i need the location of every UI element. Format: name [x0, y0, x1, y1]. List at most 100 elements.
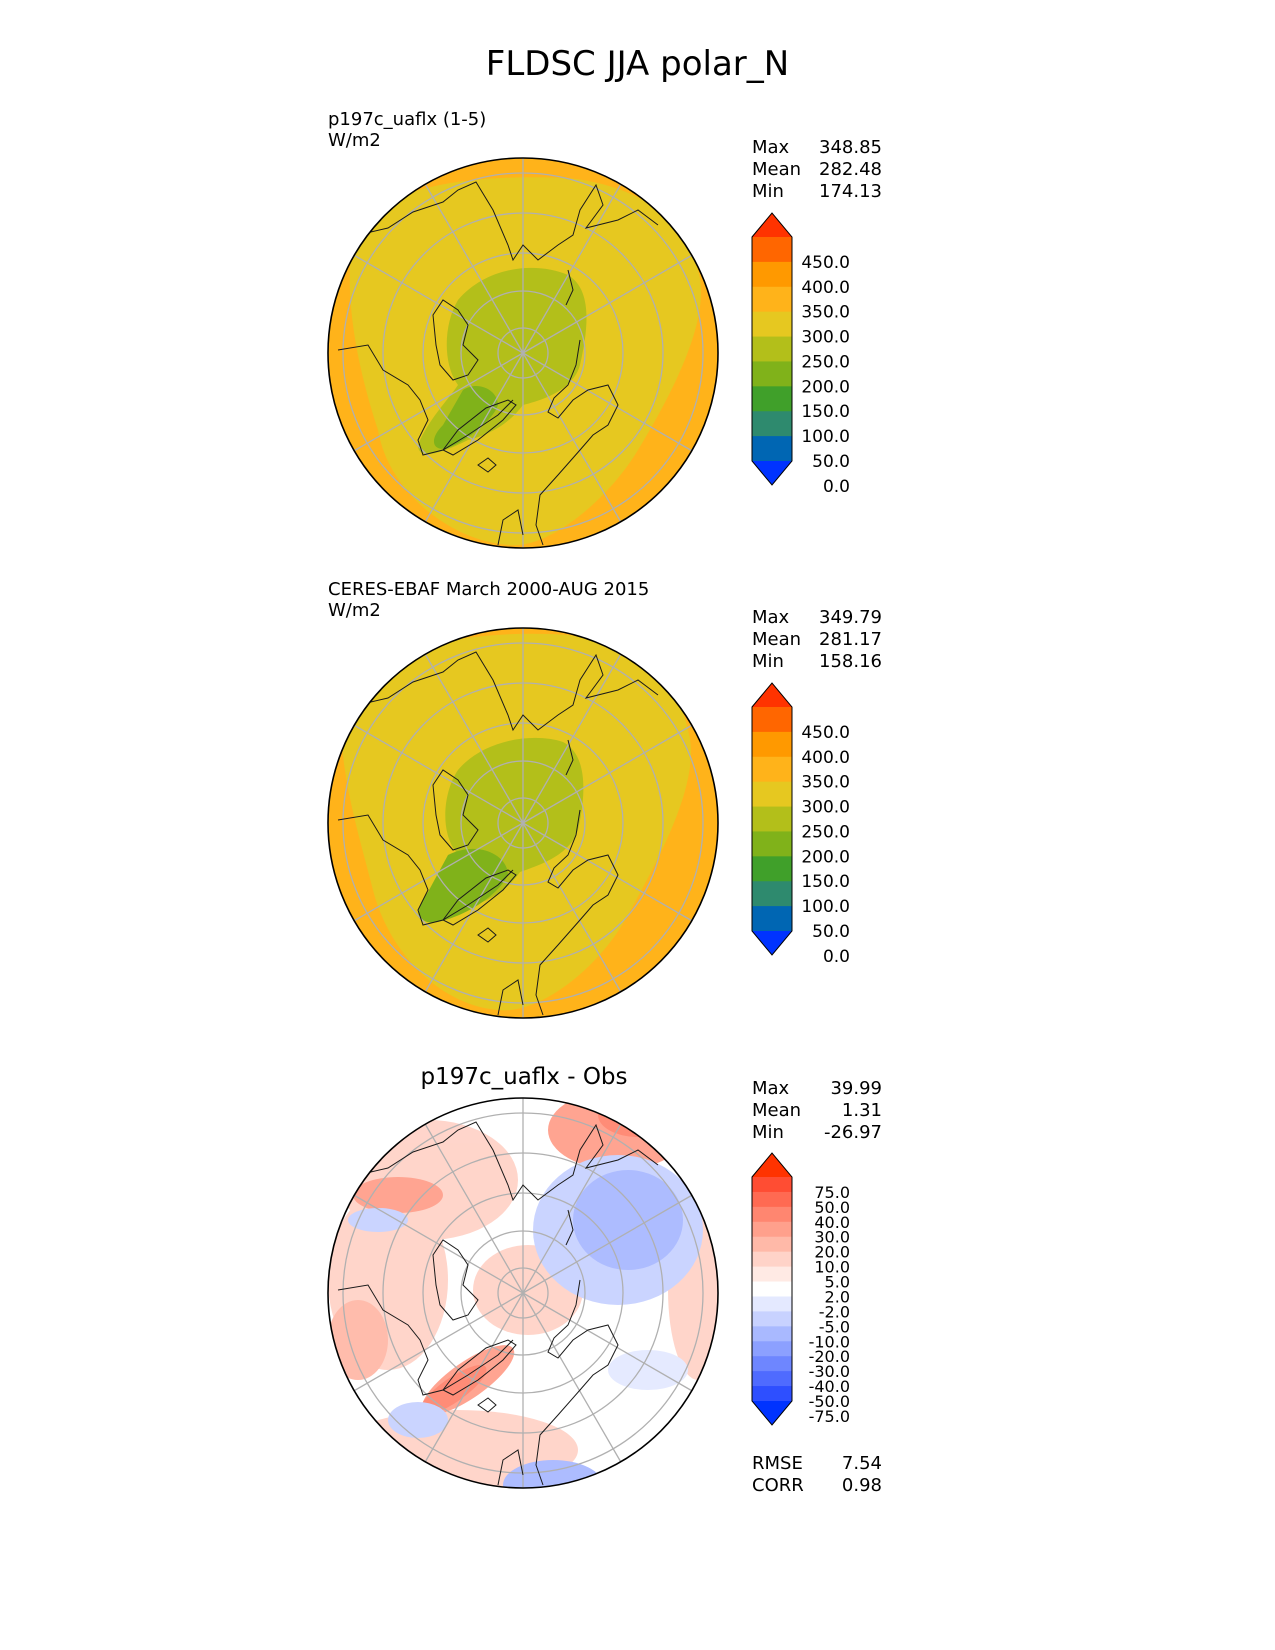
colorbar-tick-label: 10.0: [814, 1258, 850, 1277]
colorbar-tick-label: 200.0: [801, 847, 850, 867]
panel-2-stats: Max 349.79 Mean 281.17 Min 158.16: [752, 607, 882, 673]
colorbar-extend-max: [752, 213, 792, 237]
panel-3-title: p197c_uaflx - Obs: [420, 1064, 628, 1090]
colorbar-segment: [752, 286, 792, 313]
colorbar-tick-label: -20.0: [809, 1347, 850, 1366]
colorbar-segment: [752, 856, 792, 882]
colorbar-segment: [752, 831, 792, 857]
colorbar-tick-label: -10.0: [809, 1332, 850, 1351]
colorbar-tick-label: 400.0: [801, 748, 850, 768]
stat-label: CORR: [752, 1475, 804, 1496]
colorbar-tick-label: 150.0: [801, 872, 850, 892]
colorbar-outline: [751, 212, 793, 486]
field-greenland: [433, 385, 498, 449]
panel-2-colorbar: 450.0 400.0 350.0 300.0 250.0 200.0 150.0 100.0…: [751, 682, 850, 965]
colorbar-extend-min: [752, 931, 792, 955]
colorbar-extend-max: [752, 683, 792, 707]
stat-label: Min: [752, 651, 784, 672]
colorbar-tick-label: 2.0: [825, 1287, 850, 1306]
figure-title: FLDSC JJA polar_N: [485, 44, 790, 84]
colorbar-tick-label: -75.0: [809, 1407, 850, 1426]
colorbar-outline: [751, 1152, 793, 1426]
colorbar-tick-label: 350.0: [801, 773, 850, 793]
colorbar-segment: [752, 1177, 792, 1193]
colorbar-tick-label: 40.0: [814, 1213, 850, 1232]
colorbar-tick-label: 20.0: [814, 1243, 850, 1262]
colorbar-tick-label: 300.0: [801, 328, 850, 348]
stat-label: Min: [752, 181, 784, 202]
stat-max-value: 348.85: [819, 137, 882, 158]
colorbar-segment: [752, 1266, 792, 1283]
colorbar-tick-label: 450.0: [801, 723, 850, 743]
colorbar-segment: [752, 1296, 792, 1312]
colorbar-tick-label: 100.0: [801, 897, 850, 917]
panel-1-title: p197c_uaflx (1-5): [328, 109, 487, 130]
map-boundary: [327, 627, 719, 1019]
panel-3-stats: Max 39.99 Mean 1.31 Min -26.97: [752, 1078, 882, 1144]
panel-3-polar-map: [327, 1097, 719, 1489]
colorbar-segment: [752, 1236, 792, 1253]
colorbar-tick-label: 200.0: [801, 377, 850, 397]
colorbar-segment: [752, 1341, 792, 1357]
panel-3-colorbar: 75.050.040.030.020.010.05.02.0-2.0-5.0-1…: [751, 1152, 850, 1426]
colorbar-tick-label: 50.0: [812, 922, 850, 942]
stat-label: Max: [752, 1078, 790, 1099]
stat-min-value: 158.16: [819, 651, 882, 672]
colorbar-extend-min: [752, 461, 792, 485]
colorbar-segment: [752, 881, 792, 907]
colorbar-segment: [752, 1221, 792, 1238]
colorbar-segment: [752, 906, 792, 932]
colorbar-tick-label: 50.0: [814, 1198, 850, 1217]
colorbar-segment: [752, 1251, 792, 1268]
colorbar-segment: [752, 436, 792, 462]
colorbar-tick-label: 400.0: [801, 278, 850, 298]
colorbar-tick-label: -2.0: [819, 1302, 850, 1321]
coastlines: [337, 651, 659, 1016]
stat-max-value: 39.99: [830, 1078, 882, 1099]
stat-label: Mean: [752, 1100, 802, 1121]
colorbar-tick-label: 75.0: [814, 1183, 850, 1202]
stat-mean-value: 282.48: [819, 159, 882, 180]
colorbar-segment: [752, 336, 792, 362]
colorbar-tick-label: 150.0: [801, 402, 850, 422]
map-boundary: [327, 1097, 719, 1489]
stat-label: Min: [752, 1122, 784, 1143]
colorbar-segment: [752, 1206, 792, 1223]
colorbar-segment: [752, 806, 792, 832]
colorbar-tick-label: 450.0: [801, 253, 850, 273]
colorbar-segment: [752, 1356, 792, 1372]
stat-corr-value: 0.98: [841, 1475, 882, 1496]
colorbar-segment: [752, 1386, 792, 1402]
colorbar-segment: [752, 311, 792, 338]
colorbar-tick-label: 0.0: [823, 947, 850, 965]
colorbar-tick-label: 100.0: [801, 427, 850, 447]
map-boundary: [327, 157, 719, 549]
colorbar-tick-label: -30.0: [809, 1362, 850, 1381]
panel-2-units: W/m2: [328, 600, 381, 621]
stat-label: RMSE: [752, 1453, 803, 1474]
colorbar-segment: [752, 411, 792, 437]
colorbar-segment: [752, 707, 792, 733]
colorbar-segment: [752, 261, 792, 288]
colorbar-segment: [752, 1371, 792, 1387]
stat-label: Max: [752, 137, 790, 158]
stat-label: Mean: [752, 629, 802, 650]
colorbar-segment: [752, 1311, 792, 1327]
stat-max-value: 349.79: [819, 607, 882, 628]
stat-label: Mean: [752, 159, 802, 180]
panel-3-error-stats: RMSE 7.54 CORR 0.98: [752, 1453, 882, 1497]
colorbar-outline: [751, 682, 793, 956]
colorbar-segment: [752, 756, 792, 783]
colorbar-segment: [752, 237, 792, 263]
colorbar-segment: [752, 386, 792, 412]
colorbar-segment: [752, 1326, 792, 1342]
colorbar-tick-label: -5.0: [819, 1317, 850, 1336]
panel-1-colorbar: 450.0 400.0 350.0 300.0 250.0 200.0 150.0 100.0…: [751, 212, 850, 495]
colorbar-extend-min: [752, 1401, 792, 1425]
stat-min-value: 174.13: [819, 181, 882, 202]
colorbar-segment: [752, 1281, 792, 1297]
panel-2-polar-map: [327, 627, 719, 1019]
panel-1-stats: Max 348.85 Mean 282.48 Min 174.13: [752, 137, 882, 203]
panel-1-units: W/m2: [328, 130, 381, 151]
colorbar-tick-label: 50.0: [812, 452, 850, 472]
